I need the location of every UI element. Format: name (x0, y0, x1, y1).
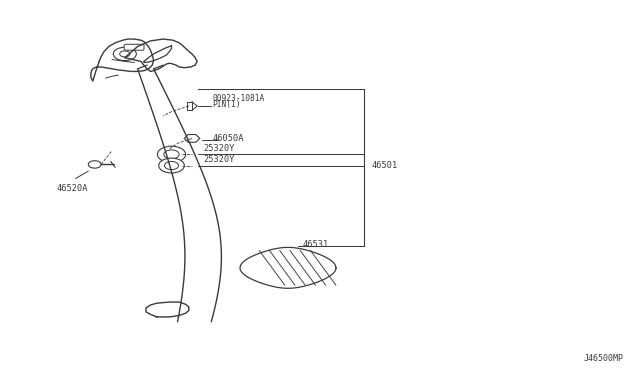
Text: 46050A: 46050A (212, 134, 244, 143)
Text: 46531: 46531 (302, 240, 328, 249)
Circle shape (157, 146, 186, 163)
Circle shape (159, 158, 184, 173)
Text: 46520A: 46520A (56, 184, 88, 193)
Text: 25320Y: 25320Y (204, 144, 235, 153)
Text: 00923-1081A: 00923-1081A (212, 94, 265, 103)
Text: J46500MP: J46500MP (584, 354, 624, 363)
Circle shape (88, 161, 101, 168)
FancyBboxPatch shape (124, 44, 144, 50)
Text: 46501: 46501 (371, 161, 397, 170)
Circle shape (164, 150, 179, 159)
Circle shape (120, 51, 130, 57)
Circle shape (164, 161, 179, 170)
Text: PIN(1): PIN(1) (212, 100, 241, 109)
Text: 25320Y: 25320Y (204, 155, 235, 164)
Circle shape (113, 47, 136, 61)
